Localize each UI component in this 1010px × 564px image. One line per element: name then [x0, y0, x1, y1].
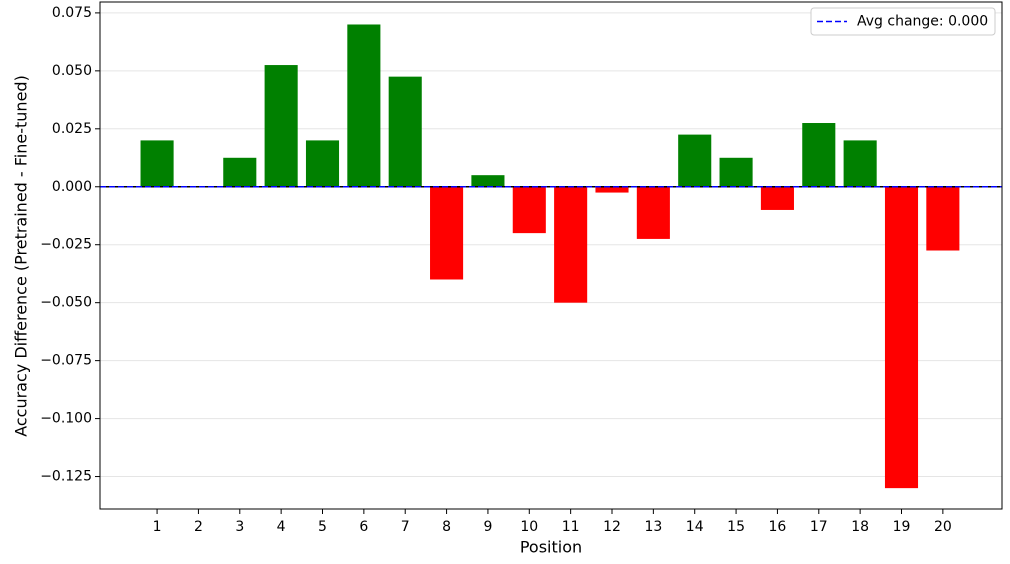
bar	[884, 186, 919, 489]
bar	[760, 186, 794, 210]
y-tick-label: 0.075	[52, 5, 92, 21]
x-tick-label: 17	[810, 519, 828, 535]
legend-box	[810, 7, 996, 36]
x-tick-label: 6	[359, 519, 368, 535]
bar	[471, 175, 505, 187]
bar	[512, 186, 546, 234]
y-tick-label: 0.050	[52, 63, 92, 79]
bar	[678, 134, 712, 187]
x-tick-label: 3	[235, 519, 244, 535]
bar	[595, 186, 629, 193]
x-tick-label: 18	[851, 519, 869, 535]
y-tick-label: −0.075	[40, 353, 92, 369]
bar	[305, 140, 340, 187]
x-tick-label: 13	[644, 519, 662, 535]
y-tick-label: −0.025	[40, 237, 92, 253]
x-tick-label: 15	[727, 519, 745, 535]
x-tick-label: 1	[153, 519, 162, 535]
bar	[223, 157, 257, 187]
bar	[554, 186, 588, 303]
x-axis-label: Position	[520, 538, 582, 557]
y-axis-label: Accuracy Difference (Pretrained - Fine-t…	[12, 75, 31, 437]
x-tick-label: 9	[483, 519, 492, 535]
y-tick-label: 0.025	[52, 121, 92, 137]
bar	[347, 24, 381, 187]
plot-frame	[99, 1, 1003, 510]
x-tick-label: 4	[277, 519, 286, 535]
bar	[264, 65, 298, 187]
x-tick-label: 20	[934, 519, 952, 535]
bar	[636, 186, 670, 239]
y-tick-label: −0.100	[40, 411, 92, 427]
x-tick-label: 5	[318, 519, 327, 535]
bar	[926, 186, 960, 251]
x-tick-label: 11	[562, 519, 580, 535]
bar	[719, 157, 753, 187]
x-tick-label: 12	[603, 519, 621, 535]
x-tick-label: 19	[893, 519, 911, 535]
x-tick-label: 14	[686, 519, 704, 535]
y-tick-label: −0.050	[40, 295, 92, 311]
legend-label: Avg change: 0.000	[857, 14, 988, 30]
bar	[843, 140, 877, 187]
x-tick-label: 8	[442, 519, 451, 535]
y-tick-label: 0.000	[52, 179, 92, 195]
x-tick-label: 2	[194, 519, 203, 535]
bar	[430, 186, 464, 280]
bar	[802, 123, 836, 187]
bar	[140, 140, 174, 187]
x-tick-label: 7	[401, 519, 410, 535]
x-tick-label: 10	[520, 519, 538, 535]
bar	[388, 76, 422, 187]
y-tick-label: −0.125	[40, 469, 92, 485]
x-tick-label: 16	[769, 519, 787, 535]
